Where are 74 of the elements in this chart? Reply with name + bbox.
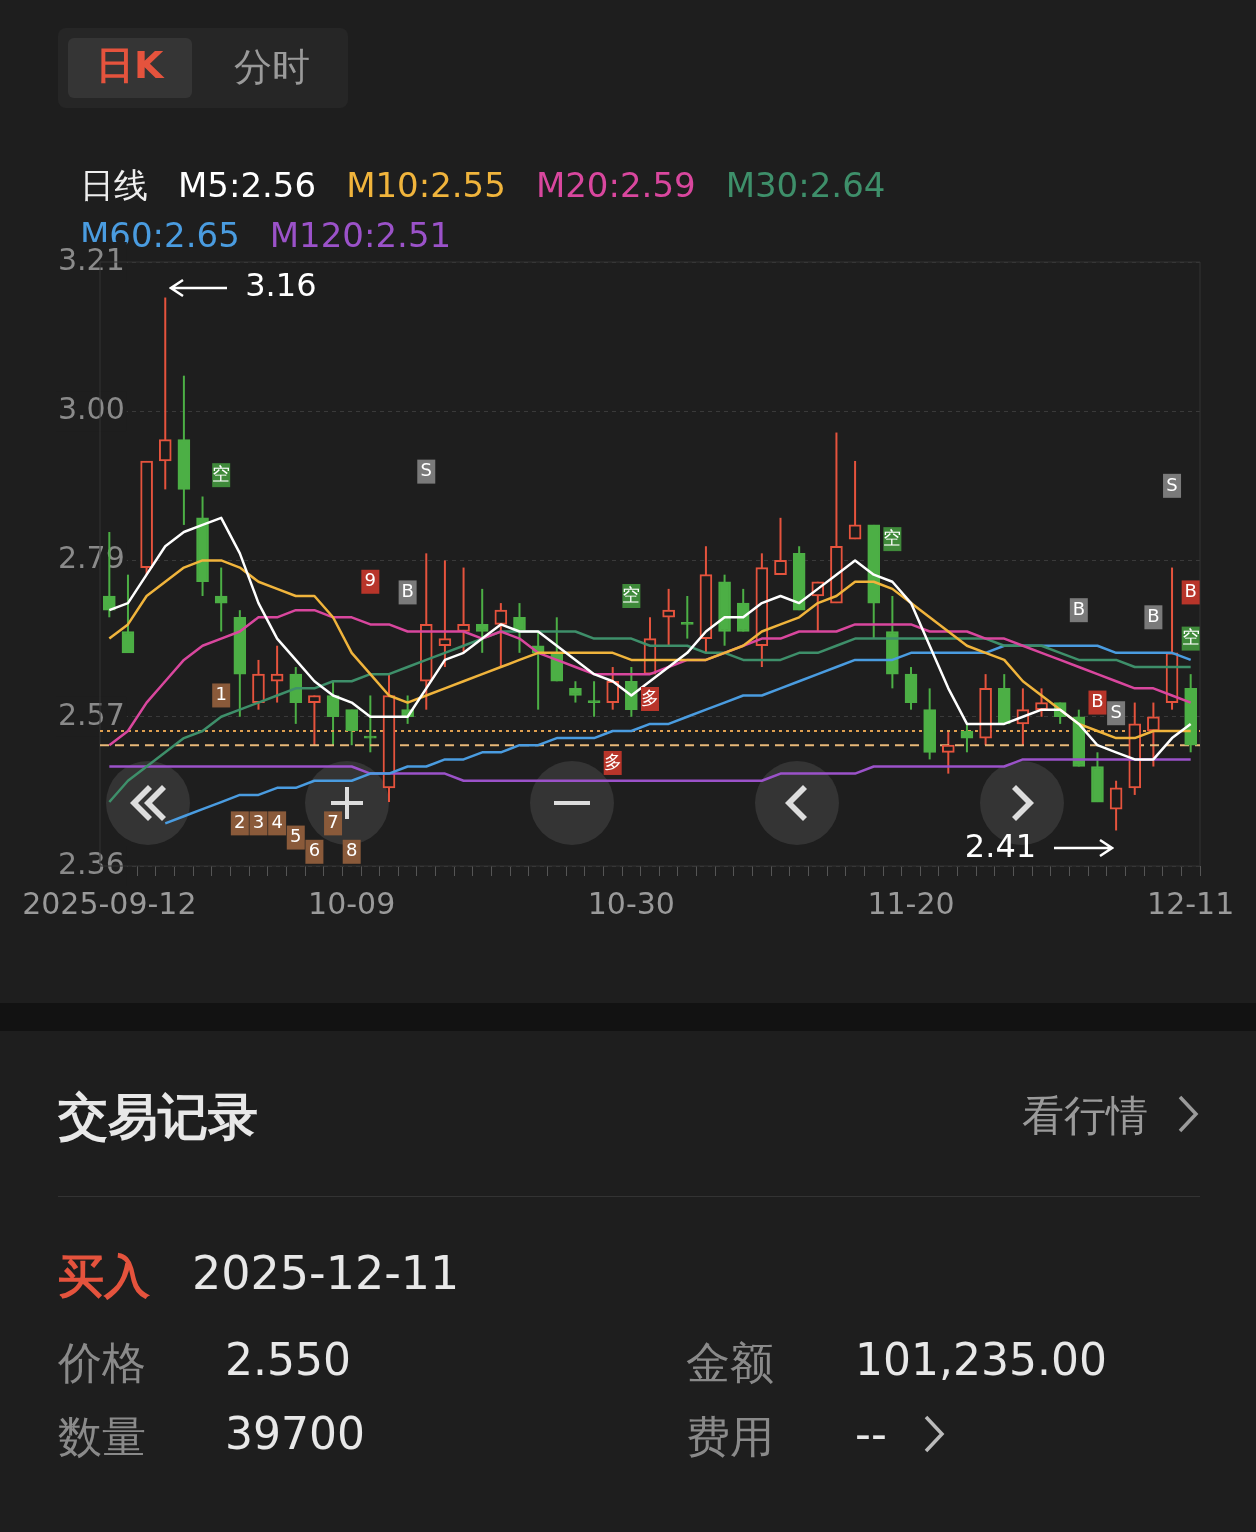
annotation: B <box>1147 604 1160 626</box>
x-tick-label: 10-09 <box>308 885 396 921</box>
text: 价格 <box>58 1336 146 1390</box>
x-tick-label: 10-30 <box>587 885 675 921</box>
candlestick <box>345 708 359 747</box>
text: 看行情 <box>1022 1090 1148 1142</box>
text: 39700 <box>225 1408 365 1459</box>
text: M10:2.55 <box>346 164 506 207</box>
annotation: 空 <box>212 462 231 484</box>
annotation: 8 <box>345 839 358 861</box>
candlestick <box>569 680 582 704</box>
candlestick <box>941 729 955 775</box>
annotation: B <box>1072 597 1085 619</box>
text: 数量 <box>58 1410 146 1464</box>
candlestick <box>662 587 675 647</box>
annotation: 3.16 <box>245 265 317 304</box>
text: M120:2.51 <box>269 214 452 257</box>
candlestick <box>1035 687 1048 718</box>
x-tick-label: 12-11 <box>1147 885 1235 921</box>
text: 金额 <box>686 1336 774 1390</box>
annotation: 2.41 <box>964 826 1037 865</box>
candlestick <box>158 296 172 491</box>
candlestick <box>475 587 489 654</box>
text: 2.550 <box>225 1334 351 1385</box>
annotation: 6 <box>308 839 321 861</box>
annotation: 2 <box>234 811 246 833</box>
annotation: 7 <box>327 811 339 833</box>
annotation: 3 <box>252 811 265 833</box>
candlestick <box>774 516 787 576</box>
annotation: 空 <box>622 583 641 605</box>
text: -- <box>855 1408 887 1459</box>
text: 101,235.00 <box>855 1334 1107 1385</box>
candlestick <box>438 559 452 669</box>
text: 交易记录 <box>58 1087 258 1148</box>
annotation: S <box>420 459 432 481</box>
candlestick <box>606 666 620 711</box>
text: 分时 <box>234 44 310 91</box>
annotation: B <box>1184 580 1197 602</box>
text: M5:2.56 <box>178 164 317 207</box>
annotation: 4 <box>271 811 283 833</box>
annotation: 多 <box>603 750 622 772</box>
annotation: 空 <box>1181 626 1200 648</box>
candlestick <box>121 573 135 654</box>
text: M20:2.59 <box>535 164 696 207</box>
y-tick-label: 2.36 <box>58 845 125 881</box>
text: 买入 <box>58 1248 150 1305</box>
annotation: 1 <box>215 683 227 705</box>
annotation: S <box>1166 473 1178 495</box>
candlestick <box>680 594 694 640</box>
text: 2025-12-11 <box>192 1246 460 1300</box>
x-tick-label: 2025-09-12 <box>22 885 197 921</box>
y-tick-label: 3.21 <box>58 241 125 277</box>
text: 日K <box>96 42 164 89</box>
annotation: S <box>1110 700 1122 722</box>
candlestick <box>494 602 508 669</box>
candlestick <box>1147 701 1160 768</box>
candlestick <box>326 680 340 747</box>
candlestick <box>308 694 321 747</box>
y-tick-label: 2.57 <box>58 696 125 732</box>
candlestick <box>270 644 284 704</box>
candlestick <box>587 680 601 718</box>
candlestick <box>457 566 470 654</box>
annotation: B <box>401 580 414 602</box>
annotation: 空 <box>883 526 902 548</box>
x-tick-label: 11-20 <box>867 885 955 921</box>
y-tick-label: 3.00 <box>58 391 125 427</box>
annotation: 5 <box>290 825 302 847</box>
annotation: B <box>1091 690 1104 712</box>
candlestick <box>513 602 526 654</box>
text: 费用 <box>686 1410 774 1464</box>
annotation: 多 <box>641 686 659 708</box>
legend-title: 日线 <box>80 164 148 207</box>
annotation: 9 <box>364 569 377 591</box>
text: M30:2.64 <box>725 164 886 207</box>
